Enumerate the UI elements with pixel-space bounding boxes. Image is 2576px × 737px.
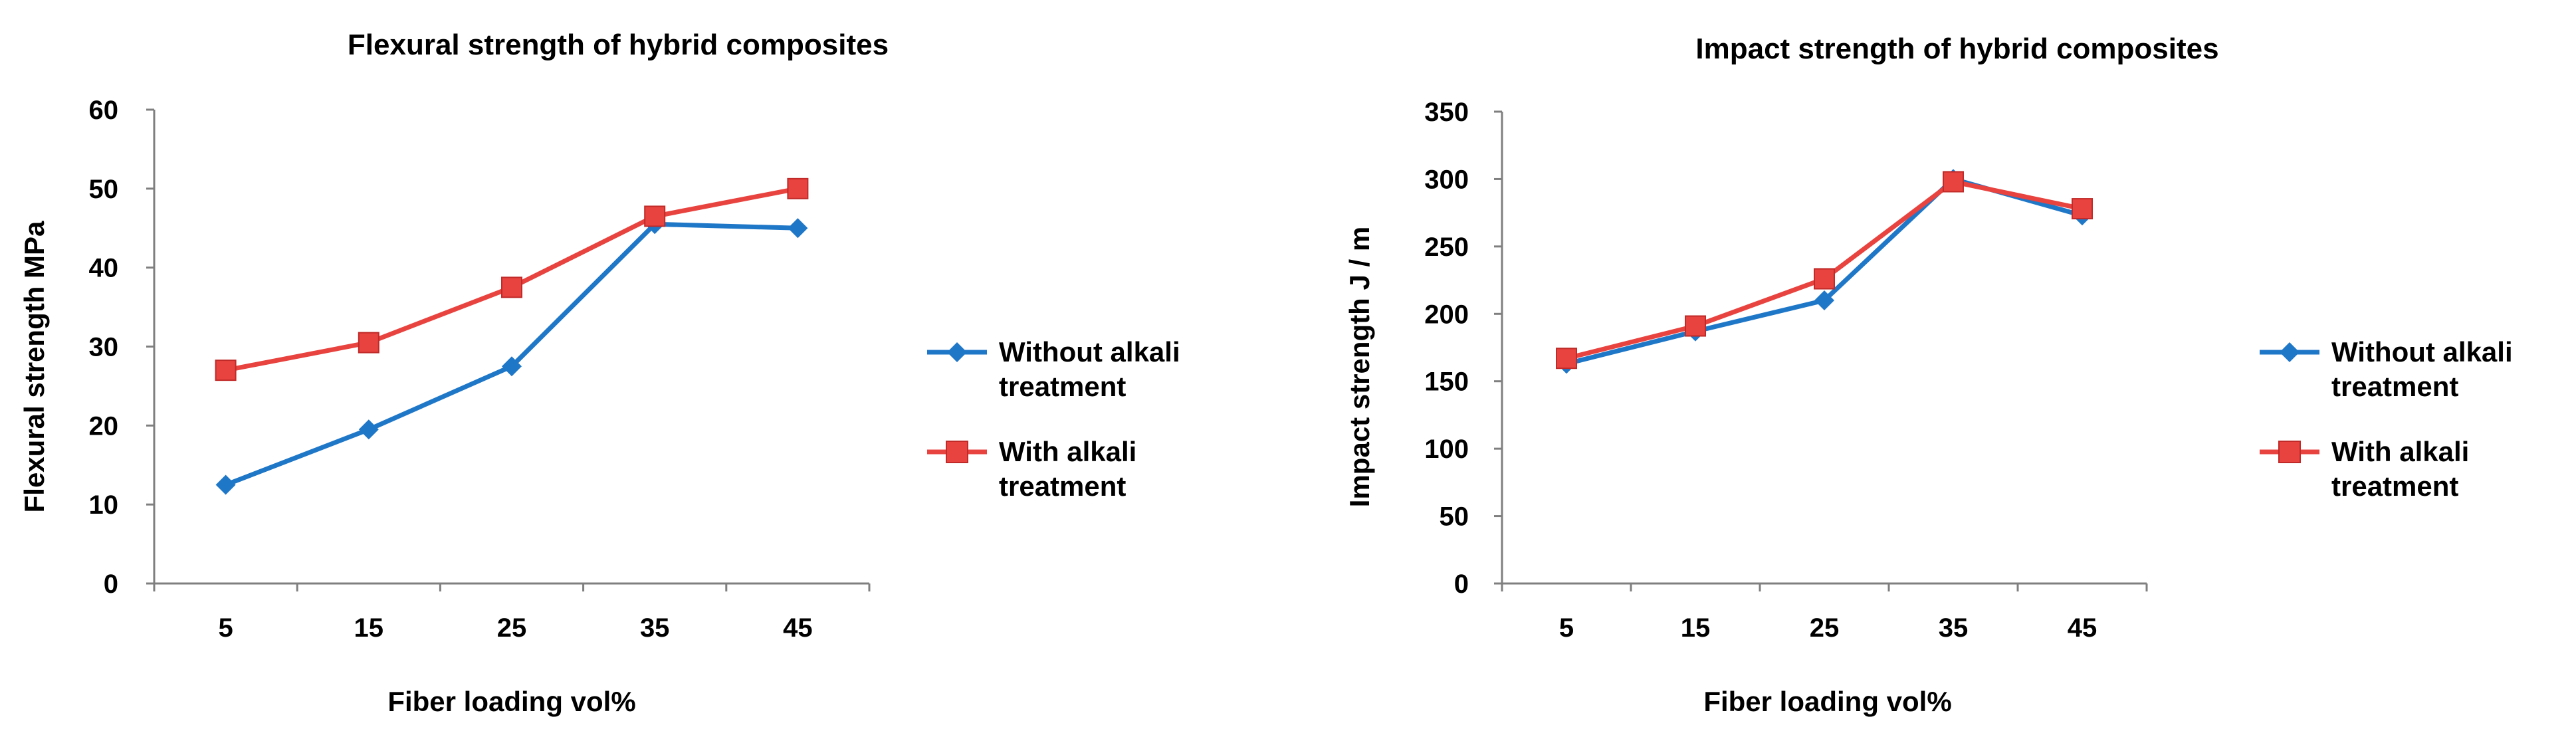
y-tick-label: 250: [1424, 233, 1469, 262]
data-point-diamond: [215, 474, 236, 495]
data-point-square: [644, 205, 666, 227]
y-tick-label: 60: [89, 96, 119, 125]
data-point-square: [215, 360, 237, 381]
y-tick-label: 0: [1454, 570, 1469, 599]
legend-label: treatment: [2331, 371, 2458, 402]
data-point-square: [1814, 268, 1835, 290]
y-axis-title: Flexural strength MPa: [19, 221, 50, 512]
y-tick-label: 0: [104, 570, 118, 599]
legend-marker-diamond: [947, 342, 967, 362]
legend-marker-square: [2278, 441, 2301, 463]
data-point-diamond: [502, 356, 522, 377]
x-axis-title: Fiber loading vol%: [387, 686, 635, 717]
legend-label: With alkali: [999, 436, 1136, 467]
data-point-square: [1943, 171, 1964, 193]
y-tick-label: 200: [1424, 300, 1469, 329]
x-tick-label: 5: [218, 613, 233, 643]
y-tick-label: 50: [1440, 502, 1469, 532]
data-point-square: [787, 177, 809, 199]
y-tick-label: 20: [89, 411, 119, 441]
x-axis-title: Fiber loading vol%: [1703, 686, 1951, 717]
data-point-square: [1556, 348, 1577, 369]
x-tick-label: 35: [1939, 613, 1969, 643]
y-tick-label: 100: [1424, 435, 1469, 464]
data-point-diamond: [358, 419, 379, 440]
impact-chart: Impact strength of hybrid composites Imp…: [1344, 33, 2513, 717]
data-point-square: [2072, 198, 2093, 220]
data-point-diamond: [1814, 290, 1834, 310]
y-axis-title: Impact strength J / m: [1344, 227, 1375, 507]
x-tick-label: 25: [497, 613, 527, 643]
legend-label: Without alkali: [999, 336, 1180, 368]
y-tick-label: 30: [89, 333, 119, 362]
chart-title: Impact strength of hybrid composites: [1695, 33, 2218, 65]
x-tick-label: 35: [640, 613, 670, 643]
legend-label: treatment: [999, 371, 1126, 402]
flexural-chart: Flexural strength of hybrid composites F…: [19, 29, 1180, 717]
y-tick-label: 300: [1424, 165, 1469, 194]
y-tick-label: 350: [1424, 98, 1469, 127]
legend-label: treatment: [999, 471, 1126, 502]
x-tick-label: 45: [2068, 613, 2097, 643]
x-tick-label: 25: [1810, 613, 1840, 643]
data-point-square: [501, 276, 522, 298]
data-point-square: [1685, 315, 1706, 337]
legend-label: Without alkali: [2331, 336, 2513, 368]
legend-label: With alkali: [2331, 436, 2469, 467]
plot-area: 0 50 100 150 200 250 300 350 5 15 25 35 45: [1424, 98, 2148, 643]
y-tick-label: 40: [89, 254, 119, 283]
data-point-square: [358, 332, 379, 354]
x-tick-label: 45: [783, 613, 813, 643]
x-tick-label: 15: [354, 613, 384, 643]
x-tick-label: 15: [1681, 613, 1711, 643]
plot-area: 0 10 20 30 40 50 60 5 15 25 35 45: [89, 96, 871, 643]
legend-label: treatment: [2331, 471, 2458, 502]
y-tick-label: 50: [89, 175, 119, 204]
y-tick-label: 150: [1424, 368, 1469, 397]
legend-marker-diamond: [2280, 342, 2300, 362]
x-tick-label: 5: [1559, 613, 1574, 643]
chart-title: Flexural strength of hybrid composites: [348, 29, 889, 61]
y-tick-label: 10: [89, 490, 119, 520]
data-point-diamond: [788, 218, 808, 239]
legend-marker-square: [946, 441, 968, 463]
